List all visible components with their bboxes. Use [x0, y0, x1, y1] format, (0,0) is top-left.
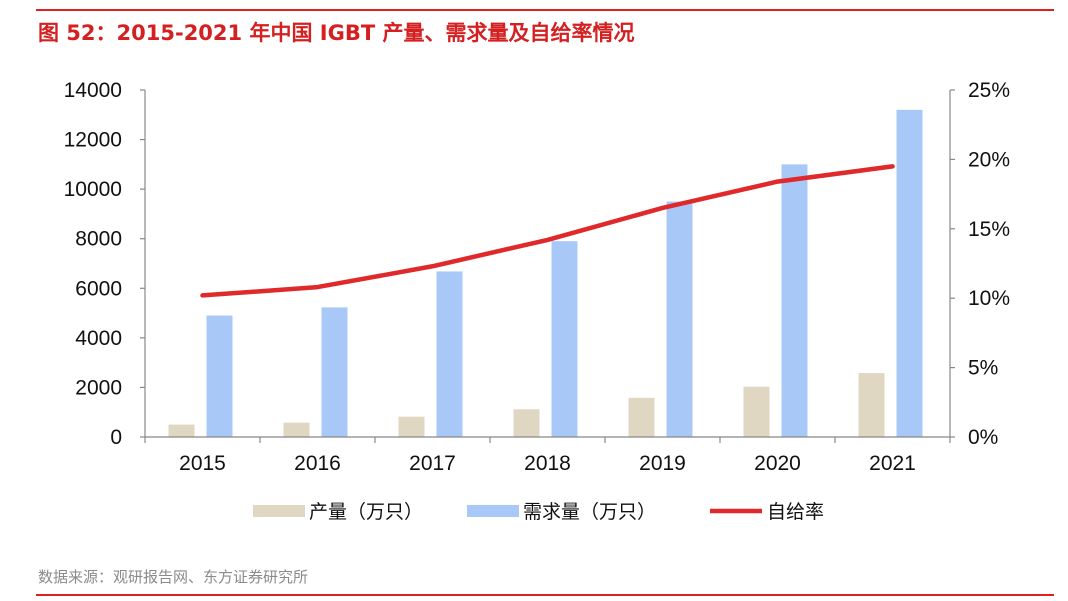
demand-bar-2018 — [551, 241, 578, 437]
x-tick-label: 2016 — [294, 452, 341, 475]
chart-axes: 0 2000 4000 6000 8000 10000 12000 14000 0% 5% 10% 1… — [64, 79, 1010, 475]
right-tick-label: 10% — [968, 287, 1010, 310]
ratio-line-layer — [200, 164, 895, 298]
left-tick-label: 4000 — [75, 327, 122, 350]
left-tick-label: 14000 — [64, 79, 122, 102]
bottom-rule — [36, 594, 1054, 596]
demand-bar-2015 — [206, 315, 233, 437]
demand-bar-2019 — [666, 201, 693, 437]
production-bar-2019 — [628, 397, 655, 437]
production-bar-2017 — [398, 416, 425, 437]
chart-legend: 产量（万只） 需求量（万只） 自给率 — [253, 501, 824, 523]
production-bars — [168, 373, 885, 437]
x-tick-label: 2019 — [639, 452, 686, 475]
legend-swatch-production — [253, 505, 305, 517]
left-tick-label: 10000 — [64, 178, 122, 201]
demand-bar-2016 — [321, 307, 348, 437]
production-bar-2015 — [168, 424, 195, 437]
x-tick-label: 2015 — [179, 452, 226, 475]
x-tick-label: 2021 — [869, 452, 916, 475]
demand-bar-2021 — [896, 109, 923, 437]
left-tick-label: 12000 — [64, 129, 122, 152]
production-bar-2020 — [743, 386, 770, 437]
left-tick-label: 0 — [110, 426, 122, 449]
x-tick-label: 2020 — [754, 452, 801, 475]
left-tick-label: 2000 — [75, 376, 122, 399]
right-tick-label: 0% — [968, 426, 998, 449]
figure-title: 图 52：2015-2021 年中国 IGBT 产量、需求量及自给率情况 — [38, 21, 635, 45]
right-tick-label: 20% — [968, 148, 1010, 171]
production-bar-2021 — [858, 373, 885, 437]
x-tick-label: 2017 — [409, 452, 456, 475]
demand-bars — [206, 109, 923, 437]
demand-bar-2020 — [781, 164, 808, 437]
right-tick-label: 15% — [968, 218, 1010, 241]
production-bar-2018 — [513, 409, 540, 437]
legend-label-ratio: 自给率 — [767, 501, 824, 523]
legend-swatch-demand — [467, 505, 519, 517]
legend-label-demand: 需求量（万只） — [523, 501, 656, 523]
legend-label-production: 产量（万只） — [309, 501, 423, 523]
production-bar-2016 — [283, 422, 310, 437]
left-tick-label: 8000 — [75, 228, 122, 251]
right-tick-label: 5% — [968, 357, 998, 380]
demand-bar-2017 — [436, 271, 463, 437]
left-tick-label: 6000 — [75, 277, 122, 300]
x-tick-label: 2018 — [524, 452, 571, 475]
data-source: 数据来源：观研报告网、东方证券研究所 — [38, 568, 309, 586]
top-rule — [36, 9, 1054, 11]
ratio-line — [200, 164, 895, 298]
right-tick-label: 25% — [968, 79, 1010, 102]
